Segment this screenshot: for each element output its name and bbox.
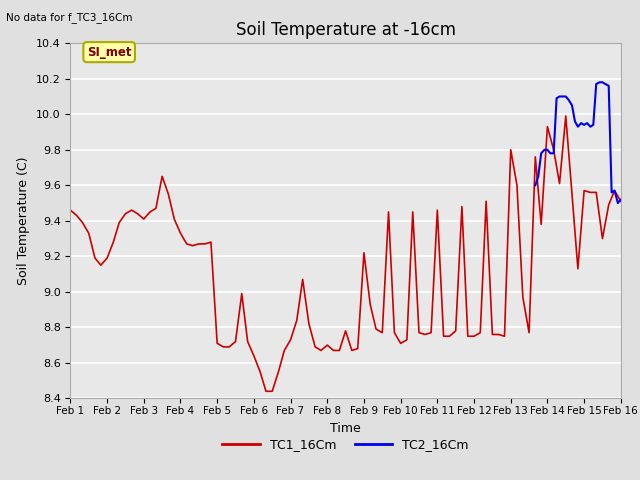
- Text: No data for f_TC3_16Cm: No data for f_TC3_16Cm: [6, 12, 133, 23]
- TC2_16Cm: [568, 102, 576, 108]
- TC1_16Cm: [195, 241, 203, 247]
- TC2_16Cm: [596, 79, 604, 85]
- TC2_16Cm: [577, 120, 585, 126]
- TC2_16Cm: [547, 150, 554, 156]
- TC2_16Cm: [608, 190, 616, 195]
- TC2_16Cm: [562, 94, 570, 99]
- X-axis label: Time: Time: [330, 421, 361, 434]
- TC2_16Cm: [559, 94, 566, 99]
- TC2_16Cm: [602, 81, 609, 87]
- TC2_16Cm: [629, 220, 637, 226]
- TC1_16Cm: [538, 221, 545, 227]
- TC2_16Cm: [556, 94, 563, 99]
- TC1_16Cm: [67, 207, 74, 213]
- TC2_16Cm: [632, 218, 640, 224]
- Legend: TC1_16Cm, TC2_16Cm: TC1_16Cm, TC2_16Cm: [217, 433, 474, 456]
- TC2_16Cm: [553, 96, 561, 101]
- TC2_16Cm: [611, 188, 618, 193]
- TC2_16Cm: [593, 81, 600, 87]
- TC2_16Cm: [583, 120, 591, 126]
- TC2_16Cm: [636, 287, 640, 293]
- Line: TC2_16Cm: TC2_16Cm: [535, 82, 639, 290]
- TC2_16Cm: [534, 173, 542, 179]
- TC1_16Cm: [262, 388, 270, 394]
- TC2_16Cm: [614, 200, 621, 206]
- TC1_16Cm: [617, 198, 625, 204]
- TC1_16Cm: [562, 113, 570, 119]
- TC2_16Cm: [550, 150, 557, 156]
- TC2_16Cm: [580, 122, 588, 128]
- TC2_16Cm: [571, 119, 579, 124]
- TC2_16Cm: [565, 97, 573, 103]
- TC2_16Cm: [541, 147, 548, 153]
- TC2_16Cm: [623, 215, 631, 220]
- TC2_16Cm: [574, 124, 582, 130]
- TC1_16Cm: [611, 188, 618, 193]
- TC2_16Cm: [589, 122, 597, 128]
- TC2_16Cm: [543, 147, 551, 153]
- TC2_16Cm: [620, 200, 628, 206]
- Text: SI_met: SI_met: [87, 46, 131, 59]
- TC1_16Cm: [390, 330, 398, 336]
- TC2_16Cm: [538, 150, 545, 156]
- Y-axis label: Soil Temperature (C): Soil Temperature (C): [17, 156, 30, 285]
- TC2_16Cm: [605, 83, 612, 89]
- TC2_16Cm: [586, 124, 594, 130]
- Line: TC1_16Cm: TC1_16Cm: [70, 116, 621, 391]
- Title: Soil Temperature at -16cm: Soil Temperature at -16cm: [236, 21, 456, 39]
- TC1_16Cm: [134, 211, 141, 216]
- TC2_16Cm: [531, 182, 539, 188]
- TC1_16Cm: [207, 239, 215, 245]
- TC2_16Cm: [626, 221, 634, 227]
- TC2_16Cm: [617, 197, 625, 203]
- TC2_16Cm: [598, 79, 606, 85]
